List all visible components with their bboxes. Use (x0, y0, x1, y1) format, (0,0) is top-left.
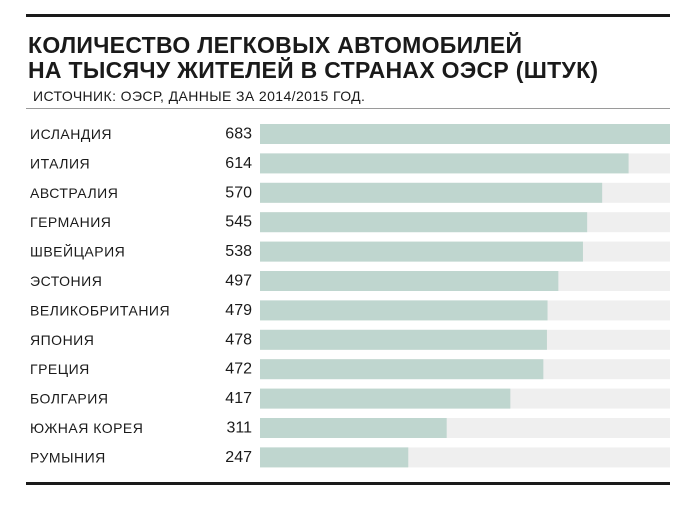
value-label: 538 (225, 243, 252, 260)
chart-title-line-1: КОЛИЧЕСТВО ЛЕГКОВЫХ АВТОМОБИЛЕЙ (28, 32, 523, 58)
value-label: 417 (225, 390, 252, 407)
category-label: ЮЖНАЯ КОРЕЯ (30, 420, 143, 436)
header-separator (26, 108, 670, 109)
category-label: ИСЛАНДИЯ (30, 126, 112, 142)
value-label: 472 (225, 361, 252, 378)
chart-title-line-2: НА ТЫСЯЧУ ЖИТЕЛЕЙ В СТРАНАХ ОЭСР (ШТУК) (28, 57, 599, 83)
value-label: 570 (225, 184, 252, 201)
value-label: 247 (225, 449, 252, 466)
value-label: 311 (226, 420, 252, 437)
bar (260, 212, 588, 233)
bar (260, 418, 447, 438)
value-label: 479 (225, 302, 252, 319)
value-label: 683 (225, 126, 252, 143)
category-label: АВСТРАЛИЯ (30, 185, 118, 201)
value-label: 497 (225, 273, 252, 290)
bar (260, 153, 629, 174)
bar (260, 300, 548, 321)
value-label: 545 (225, 214, 252, 231)
bar (260, 447, 409, 468)
category-label: ЯПОНИЯ (30, 332, 94, 348)
value-label: 614 (225, 155, 252, 172)
category-label: РУМЫНИЯ (30, 449, 106, 465)
category-label: БОЛГАРИЯ (30, 391, 108, 407)
top-rule (26, 14, 670, 17)
value-label: 478 (225, 331, 252, 348)
bar (260, 271, 559, 291)
category-label: ИТАЛИЯ (30, 155, 90, 171)
category-label: ВЕЛИКОБРИТАНИЯ (30, 302, 170, 318)
bar-chart: ИСЛАНДИЯ 683 ИТАЛИЯ 614 АВСТРАЛИЯ 570 ГЕРМАНИЯ… (30, 124, 670, 468)
category-label: ГРЕЦИЯ (30, 361, 90, 377)
category-label: ШВЕЙЦАРИЯ (30, 243, 125, 260)
bar (260, 182, 603, 203)
bar (260, 124, 670, 144)
bar (260, 388, 511, 409)
chart-title: КОЛИЧЕСТВО ЛЕГКОВЫХ АВТОМОБИЛЕЙ НА ТЫСЯЧ… (28, 33, 598, 83)
bottom-rule (26, 482, 670, 485)
bar (260, 241, 583, 262)
bar (260, 329, 547, 350)
category-label: ГЕРМАНИЯ (30, 214, 111, 230)
chart-subtitle: ИСТОЧНИК: ОЭСР, ДАННЫЕ ЗА 2014/2015 ГОД. (33, 88, 366, 104)
category-label: ЭСТОНИЯ (30, 273, 102, 289)
bar (260, 359, 544, 380)
